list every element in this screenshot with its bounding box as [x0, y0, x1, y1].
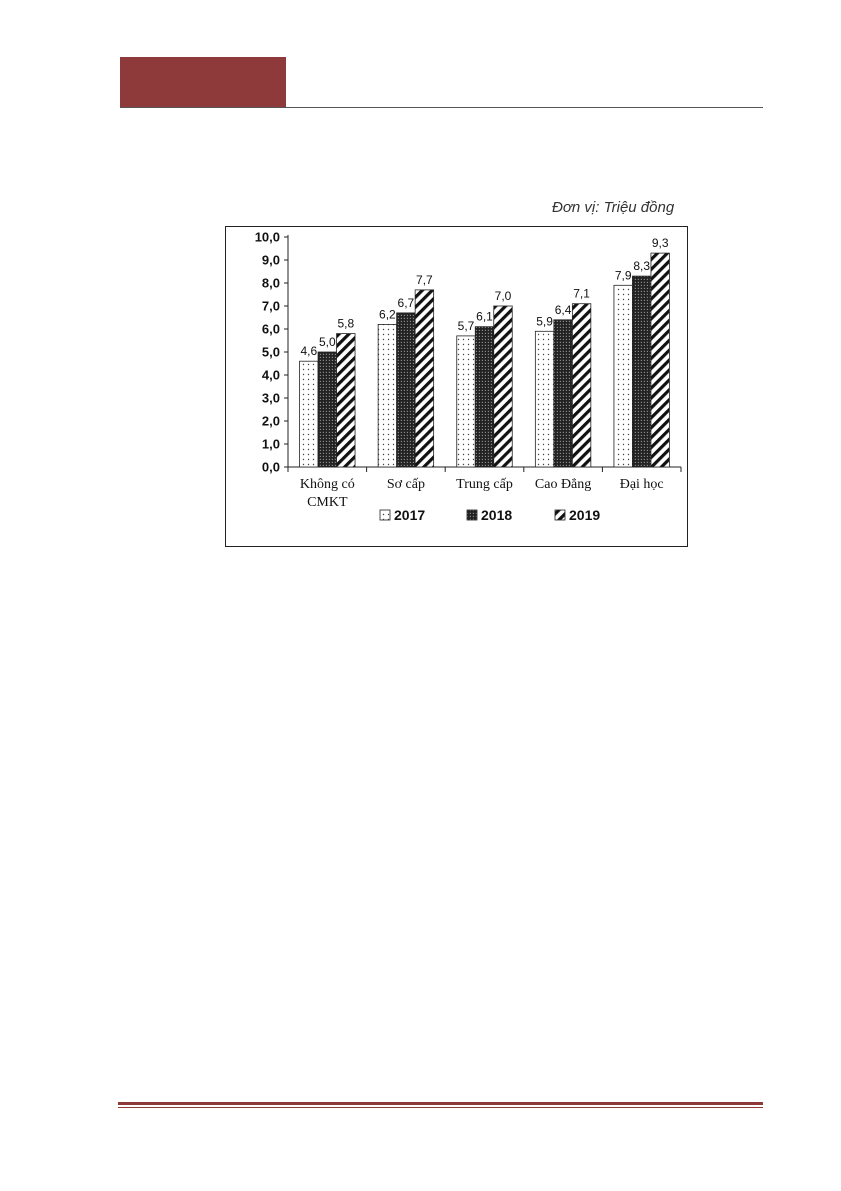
- chart-frame: 0,0 1,0 2,0 3,0 4,0 5,0 6,0 7,0 8,0 9,0 10,0 4,6 6,2…: [225, 226, 688, 547]
- y-tick-label: 5,0: [262, 345, 280, 360]
- bar-2019: [336, 333, 356, 468]
- header-rule: [120, 107, 763, 108]
- y-tick-label: 1,0: [262, 437, 280, 452]
- data-label: 5,8: [337, 317, 354, 331]
- bar-2019: [493, 305, 513, 468]
- bar-2017: [299, 360, 319, 468]
- data-label: 6,7: [398, 296, 415, 310]
- bar-2018: [553, 319, 573, 468]
- y-tick-label: 8,0: [262, 276, 280, 291]
- y-tick-label: 4,0: [262, 368, 280, 383]
- category-label: Đại học: [620, 477, 664, 492]
- bar-2017: [456, 335, 476, 468]
- y-tick-label: 3,0: [262, 391, 280, 406]
- bar-2018: [474, 326, 495, 468]
- y-tick-label: 7,0: [262, 299, 280, 314]
- bar-2019: [650, 252, 670, 468]
- data-label: 4,6: [300, 344, 317, 358]
- bar-2018: [317, 351, 337, 468]
- legend-label: 2018: [481, 507, 512, 523]
- data-label: 6,1: [476, 310, 493, 324]
- legend-swatch: [554, 509, 566, 521]
- data-label: 6,2: [379, 307, 396, 321]
- category-label: Cao Đẳng: [535, 477, 591, 492]
- y-tick-label: 10,0: [255, 230, 280, 245]
- bar-2019: [571, 303, 592, 468]
- footer-rule: [118, 1102, 763, 1105]
- data-label: 5,0: [319, 335, 336, 349]
- data-label: 7,0: [495, 289, 512, 303]
- y-tick-label: 9,0: [262, 253, 280, 268]
- data-label: 9,3: [652, 236, 669, 250]
- data-label: 5,7: [458, 319, 475, 333]
- y-tick-label: 6,0: [262, 322, 280, 337]
- bar-chart: 0,0 1,0 2,0 3,0 4,0 5,0 6,0 7,0 8,0 9,0 10,0 4,6 6,2…: [255, 230, 682, 523]
- category-label: Trung cấp: [456, 477, 513, 492]
- header-accent-block: [120, 57, 286, 108]
- legend-swatch: [379, 509, 391, 521]
- bar-2017: [613, 284, 633, 468]
- data-label: 6,4: [555, 303, 572, 317]
- footer-rule-thin: [118, 1107, 763, 1108]
- bar-2017: [377, 324, 398, 468]
- data-label: 5,9: [536, 314, 553, 328]
- legend-swatch: [466, 509, 478, 521]
- data-label: 7,1: [573, 287, 590, 301]
- bar-2018: [632, 275, 652, 468]
- unit-note: Đơn vị: Triệu đồng: [552, 199, 675, 216]
- bar-2017: [534, 330, 555, 468]
- category-label: Sơ cấp: [387, 477, 425, 492]
- data-label: 7,7: [416, 273, 433, 287]
- y-tick-label: 0,0: [262, 460, 280, 475]
- category-label: CMKT: [307, 495, 348, 510]
- data-label: 7,9: [615, 268, 632, 282]
- bar-2019: [414, 289, 435, 468]
- bar-2018: [396, 312, 416, 468]
- legend-label: 2017: [394, 507, 425, 523]
- legend-label: 2019: [569, 507, 600, 523]
- data-label: 8,3: [633, 259, 650, 273]
- category-label: Không có: [300, 477, 355, 492]
- y-tick-label: 2,0: [262, 414, 280, 429]
